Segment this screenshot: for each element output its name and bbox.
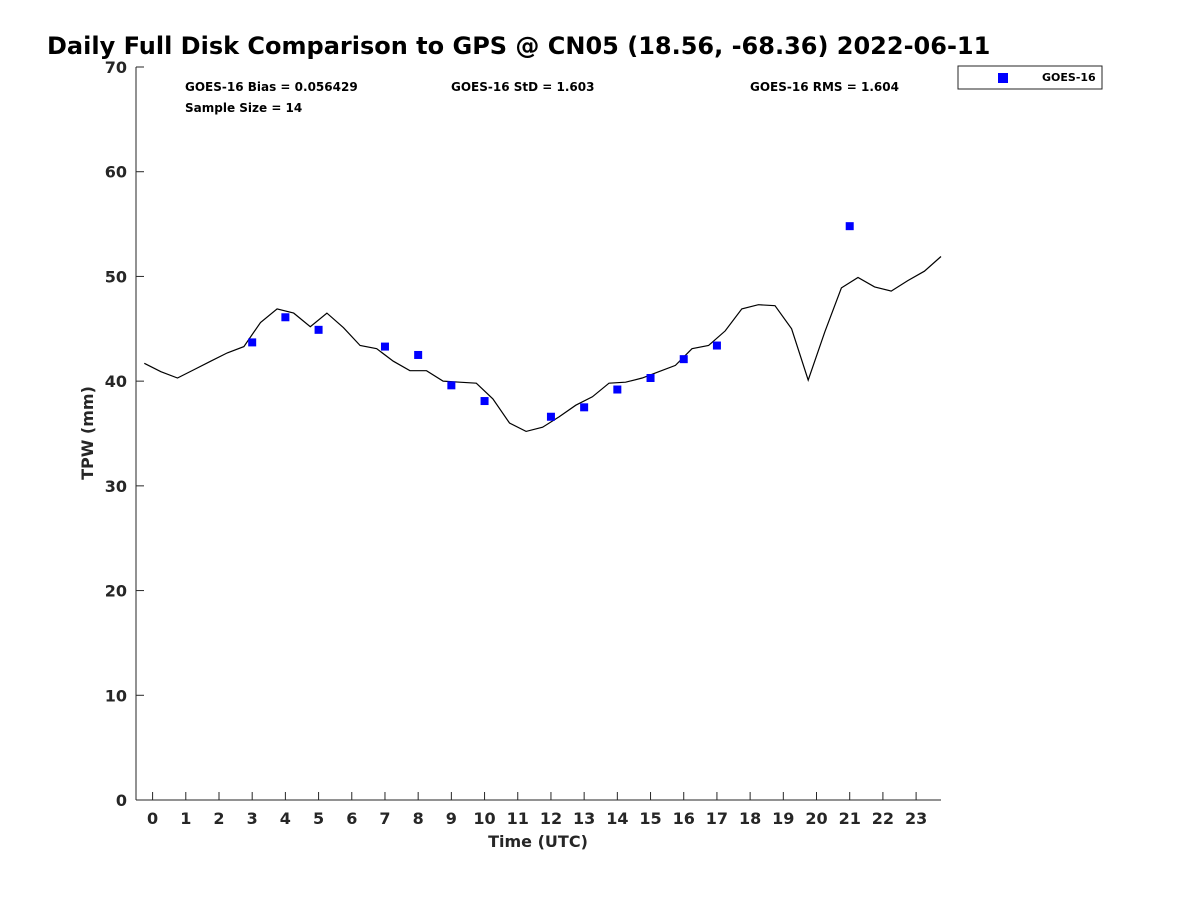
x-tick-label: 1 xyxy=(180,809,191,828)
x-tick-label: 21 xyxy=(839,809,861,828)
x-tick-label: 2 xyxy=(213,809,224,828)
x-axis-label: Time (UTC) xyxy=(488,832,588,851)
y-tick-label: 0 xyxy=(116,791,127,810)
x-tick-label: 20 xyxy=(805,809,827,828)
y-tick-label: 40 xyxy=(105,372,127,391)
data-point xyxy=(679,355,688,364)
data-point xyxy=(546,412,555,421)
x-tick-label: 16 xyxy=(673,809,695,828)
chart-title: Daily Full Disk Comparison to GPS @ CN05… xyxy=(47,32,990,60)
x-tick-label: 15 xyxy=(639,809,661,828)
data-point xyxy=(712,341,721,350)
sample-size-stat: Sample Size = 14 xyxy=(185,101,302,115)
x-tick-label: 18 xyxy=(739,809,761,828)
y-axis: 0 10 20 30 40 50 60 70 xyxy=(105,58,144,810)
reference-line-series xyxy=(144,256,942,433)
y-tick-label: 50 xyxy=(105,267,127,286)
x-tick-label: 14 xyxy=(606,809,628,828)
goes16-series xyxy=(248,222,854,421)
bias-stat: GOES-16 Bias = 0.056429 xyxy=(185,80,358,94)
x-tick-label: 19 xyxy=(772,809,794,828)
data-point xyxy=(248,338,257,347)
y-axis-label: TPW (mm) xyxy=(78,386,97,480)
data-point xyxy=(845,222,854,231)
x-tick-label: 6 xyxy=(346,809,357,828)
x-tick-label: 4 xyxy=(280,809,291,828)
y-tick-label: 70 xyxy=(105,58,127,77)
x-tick-label: 13 xyxy=(573,809,595,828)
x-tick-label: 17 xyxy=(706,809,728,828)
y-tick-label: 20 xyxy=(105,582,127,601)
data-point xyxy=(447,381,456,390)
std-stat: GOES-16 StD = 1.603 xyxy=(451,80,594,94)
x-tick-label: 10 xyxy=(473,809,495,828)
x-tick-label: 5 xyxy=(313,809,324,828)
reference-line xyxy=(144,256,942,433)
data-point xyxy=(646,374,655,383)
legend-entry-goes16: GOES-16 xyxy=(1042,71,1096,84)
x-axis: 0 1 2 3 4 5 6 7 8 9 10 11 12 13 14 15 16 17 18 19 20 21 22 23 xyxy=(147,792,927,828)
x-tick-label: 0 xyxy=(147,809,158,828)
plot-area xyxy=(135,67,941,801)
data-point xyxy=(314,325,323,334)
data-point xyxy=(480,397,489,406)
data-point xyxy=(613,385,622,394)
x-tick-label: 11 xyxy=(507,809,529,828)
x-tick-label: 7 xyxy=(379,809,390,828)
x-tick-label: 8 xyxy=(413,809,424,828)
y-tick-label: 10 xyxy=(105,686,127,705)
data-point xyxy=(414,350,423,359)
y-tick-label: 30 xyxy=(105,477,127,496)
data-point xyxy=(580,403,589,412)
legend-marker xyxy=(998,73,1008,83)
x-tick-label: 23 xyxy=(905,809,927,828)
data-point xyxy=(380,342,389,351)
x-tick-label: 3 xyxy=(247,809,258,828)
y-tick-label: 60 xyxy=(105,163,127,182)
legend-box xyxy=(957,65,1103,90)
rms-stat: GOES-16 RMS = 1.604 xyxy=(750,80,899,94)
x-tick-label: 22 xyxy=(872,809,894,828)
data-point xyxy=(281,313,290,322)
x-tick-label: 9 xyxy=(446,809,457,828)
x-tick-label: 12 xyxy=(540,809,562,828)
legend: GOES-16 xyxy=(957,65,1103,90)
